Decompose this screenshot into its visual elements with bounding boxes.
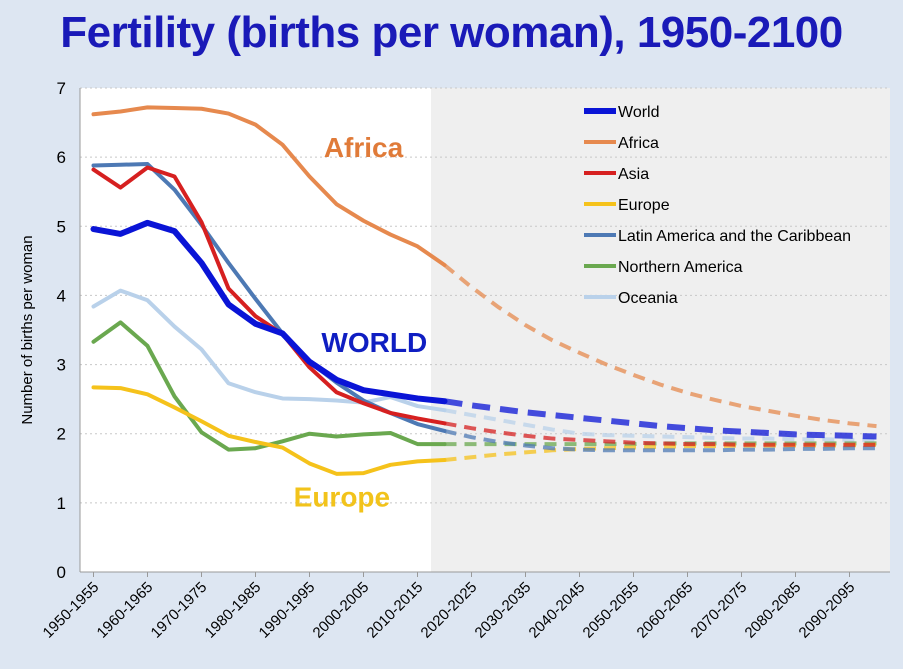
annotation-europe: Europe [294, 481, 390, 512]
y-axis-label: Number of births per woman [19, 235, 36, 424]
x-tick-label: 1970-1975 [148, 579, 211, 642]
x-tick-label: 1960-1965 [94, 579, 157, 642]
y-tick-label: 6 [57, 148, 66, 167]
legend-label-latin-america-and-the-caribbean: Latin America and the Caribbean [618, 228, 851, 245]
x-tick-label: 2010-2015 [364, 579, 427, 642]
x-tick-label: 2090-2095 [796, 579, 859, 642]
legend-label-oceania: Oceania [618, 290, 678, 307]
x-tick-label: 1990-1995 [256, 579, 319, 642]
y-tick-label: 2 [57, 425, 66, 444]
series-line-world [90, 219, 448, 405]
series-projection-africa [443, 263, 877, 429]
x-tick-label: 2000-2005 [310, 579, 373, 642]
y-tick-label: 7 [57, 79, 66, 98]
chart-title: Fertility (births per woman), 1950-2100 [60, 8, 843, 57]
series-projection-world [444, 398, 877, 440]
x-tick-label: 1950-1955 [40, 579, 103, 642]
legend-label-northern-america: Northern America [618, 259, 743, 276]
legend-label-africa: Africa [618, 135, 659, 152]
y-tick-label: 5 [57, 217, 66, 236]
series-line-asia [91, 165, 447, 426]
x-tick-label: 2020-2025 [418, 579, 481, 642]
legend-label-europe: Europe [618, 197, 670, 214]
x-tick-label: 2060-2065 [634, 579, 697, 642]
series-projection-asia [444, 421, 877, 447]
y-tick-label: 0 [57, 563, 66, 582]
x-tick-label: 2080-2085 [742, 579, 805, 642]
y-tick-label: 4 [57, 286, 66, 305]
legend-label-world: World [618, 104, 660, 121]
annotation-world: WORLD [321, 327, 427, 358]
y-tick-label: 1 [57, 494, 66, 513]
annotation-africa: Africa [324, 132, 404, 163]
x-tick-label: 2040-2045 [526, 579, 589, 642]
y-tick-label: 3 [57, 356, 66, 375]
x-tick-label: 2070-2075 [688, 579, 751, 642]
series-line-oceania [91, 288, 447, 413]
series-line-africa [91, 105, 447, 268]
plot-area-historical [80, 88, 431, 572]
x-tick-label: 1980-1985 [202, 579, 265, 642]
series-line-europe [91, 385, 447, 476]
legend-label-asia: Asia [618, 166, 649, 183]
series-projection-oceania [444, 408, 877, 442]
plot-area-projection [431, 88, 890, 572]
series-projection-latin-america-and-the-caribbean [444, 428, 877, 453]
x-tick-label: 2050-2055 [580, 579, 643, 642]
x-tick-label: 2030-2035 [472, 579, 535, 642]
